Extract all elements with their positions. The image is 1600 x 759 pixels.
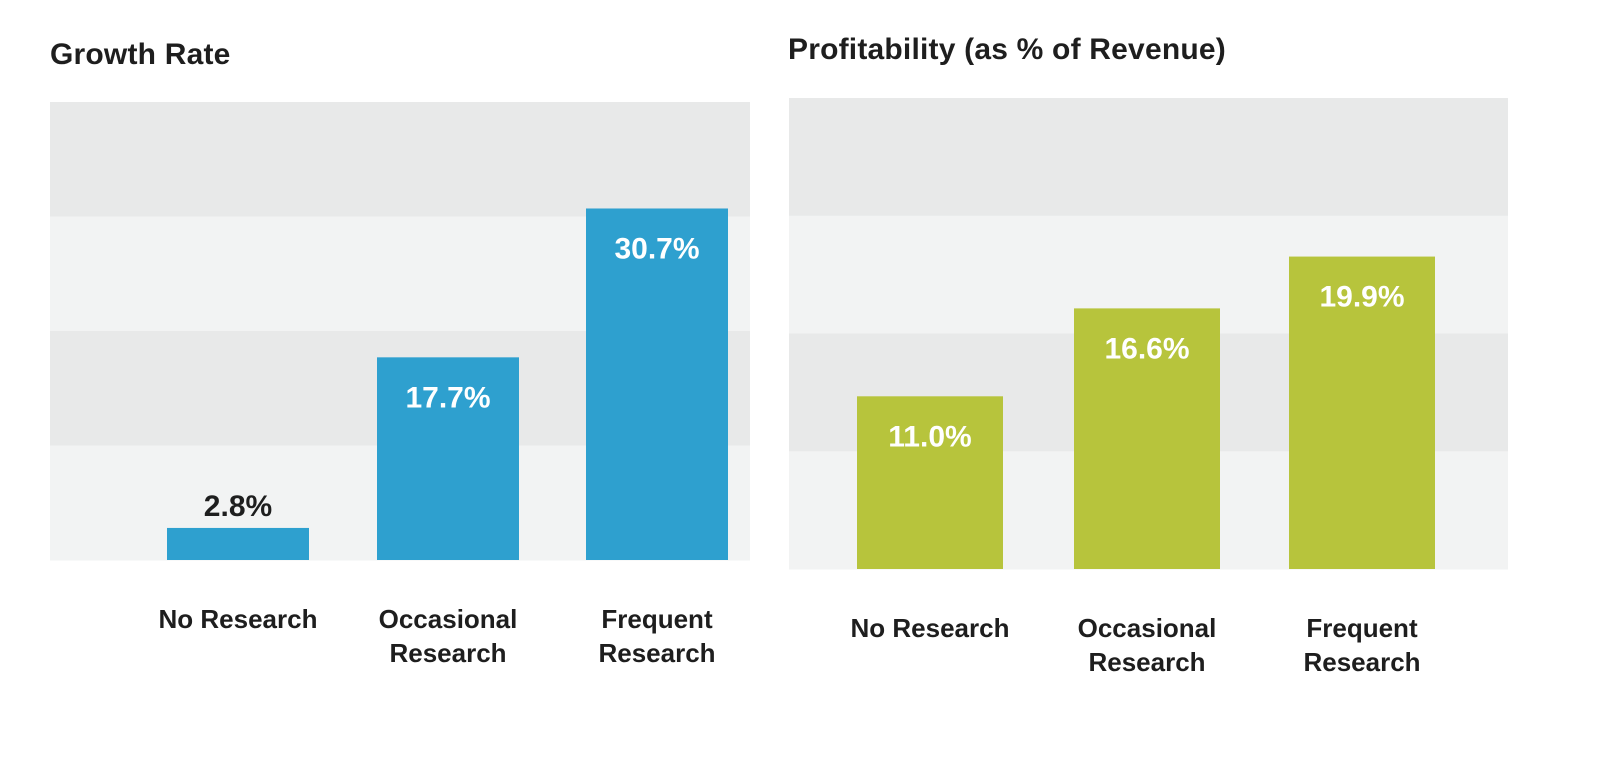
bar bbox=[167, 527, 309, 560]
chart-title: Growth Rate bbox=[50, 38, 231, 71]
tick-label: No Research bbox=[851, 613, 1010, 643]
grid-band bbox=[50, 102, 750, 217]
profitability-plot: 11.0% No Research 16.6% Occasional Research 1… bbox=[789, 98, 1508, 677]
growth-rate-plot: 2.8% No Research 17.7% Occasional Research 30… bbox=[50, 102, 750, 668]
data-label: 30.7% bbox=[614, 232, 699, 265]
tick-label: Occasional Research bbox=[1078, 613, 1217, 677]
data-label: 11.0% bbox=[888, 420, 971, 453]
bar bbox=[377, 357, 519, 560]
bar bbox=[857, 396, 1003, 569]
bar bbox=[1074, 308, 1220, 569]
tick-label: No Research bbox=[159, 604, 318, 634]
chart-title: Profitability (as % of Revenue) bbox=[788, 33, 1226, 66]
data-label: 16.6% bbox=[1104, 332, 1189, 365]
tick-label: Frequent Research bbox=[598, 604, 715, 668]
tick-label: Frequent Research bbox=[1303, 613, 1420, 677]
tick-label: Occasional Research bbox=[379, 604, 518, 668]
grid-band bbox=[789, 98, 1508, 217]
bar bbox=[586, 208, 728, 561]
data-label: 2.8% bbox=[204, 490, 272, 523]
bar bbox=[1289, 256, 1435, 569]
data-label: 17.7% bbox=[405, 381, 490, 414]
data-label: 19.9% bbox=[1319, 281, 1404, 314]
